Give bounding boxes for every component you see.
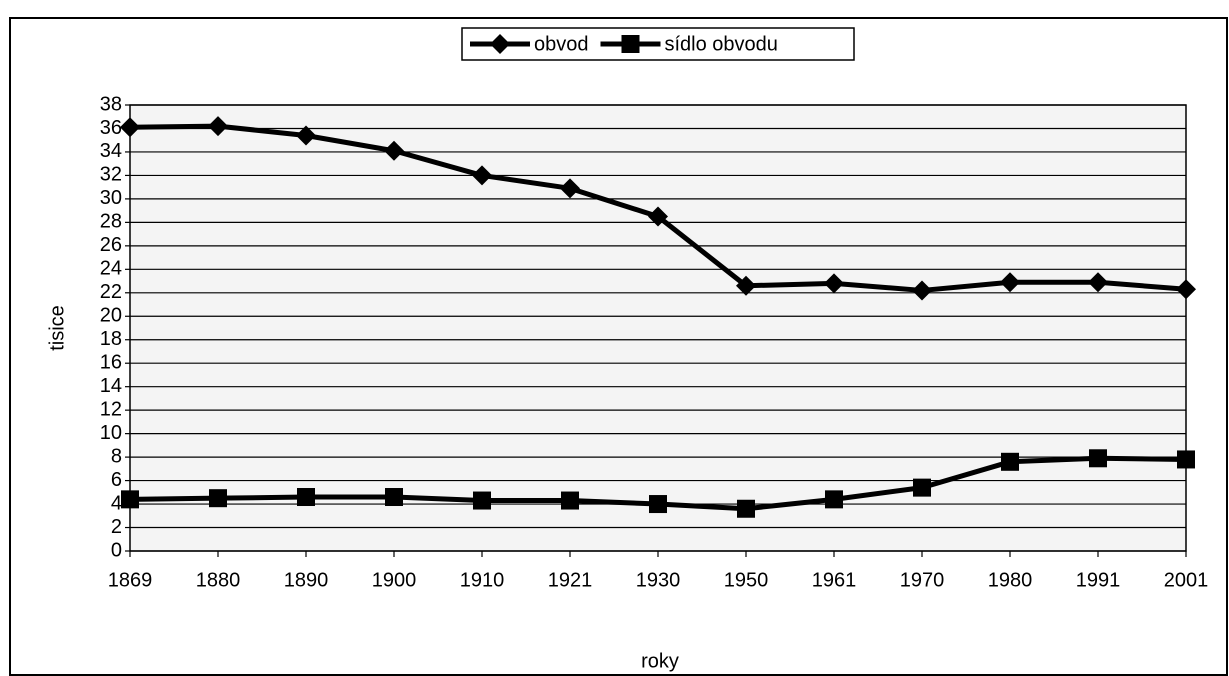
y-tick-label: 16	[100, 351, 122, 373]
y-tick-label: 10	[100, 422, 122, 444]
y-tick-label: 4	[111, 492, 122, 514]
marker	[121, 490, 139, 509]
y-tick-label: 34	[100, 140, 122, 162]
y-tick-label: 20	[100, 305, 122, 327]
legend-label: obvod	[534, 33, 589, 55]
x-tick-label: 1910	[460, 569, 505, 591]
y-tick-label: 8	[111, 445, 122, 467]
x-tick-label: 1950	[724, 569, 769, 591]
x-tick-label: 1890	[284, 569, 329, 591]
marker	[648, 206, 668, 227]
marker	[208, 116, 228, 137]
y-tick-label: 6	[111, 469, 122, 491]
x-tick-label: 1869	[108, 569, 153, 591]
marker	[561, 491, 579, 510]
legend-marker	[621, 35, 640, 53]
marker	[296, 125, 316, 146]
marker	[1001, 452, 1019, 471]
marker	[385, 488, 403, 507]
x-tick-label: 1980	[988, 569, 1033, 591]
y-tick-label: 36	[100, 117, 122, 139]
marker	[1176, 279, 1196, 300]
y-tick-label: 38	[100, 93, 122, 115]
y-tick-label: 26	[100, 234, 122, 256]
y-axis-label: tisice	[46, 305, 68, 351]
marker	[473, 491, 491, 510]
y-tick-label: 32	[100, 164, 122, 186]
marker	[912, 280, 932, 301]
y-tick-label: 0	[111, 539, 122, 561]
x-tick-label: 1880	[196, 569, 241, 591]
marker	[737, 499, 755, 518]
marker	[1088, 272, 1108, 293]
x-tick-label: 1991	[1076, 569, 1121, 591]
x-tick-label: 1921	[548, 569, 593, 591]
y-tick-label: 2	[111, 516, 122, 538]
x-tick-label: 1930	[636, 569, 681, 591]
marker	[120, 117, 140, 138]
x-tick-label: 2001	[1164, 569, 1209, 591]
marker	[1177, 450, 1195, 469]
y-tick-label: 18	[100, 328, 122, 350]
marker	[560, 178, 580, 199]
y-tick-label: 12	[100, 398, 122, 420]
plot-area	[129, 104, 1187, 552]
x-tick-label: 1961	[812, 569, 857, 591]
marker	[472, 165, 492, 186]
x-tick-label: 1900	[372, 569, 417, 591]
y-tick-label: 22	[100, 281, 122, 303]
marker	[825, 490, 843, 509]
marker	[649, 495, 667, 514]
marker	[1000, 272, 1020, 293]
marker	[824, 273, 844, 294]
marker	[1089, 449, 1107, 468]
marker	[297, 488, 315, 507]
legend-label: sídlo obvodu	[665, 33, 778, 55]
y-tick-label: 14	[100, 375, 122, 397]
y-tick-label: 28	[100, 211, 122, 233]
x-axis-label: roky	[641, 650, 679, 672]
marker	[736, 275, 756, 296]
marker	[913, 478, 931, 497]
marker	[209, 489, 227, 508]
marker	[384, 140, 404, 161]
x-tick-label: 1970	[900, 569, 945, 591]
legend-marker	[490, 34, 510, 54]
y-tick-label: 24	[100, 258, 122, 280]
y-tick-label: 30	[100, 187, 122, 209]
